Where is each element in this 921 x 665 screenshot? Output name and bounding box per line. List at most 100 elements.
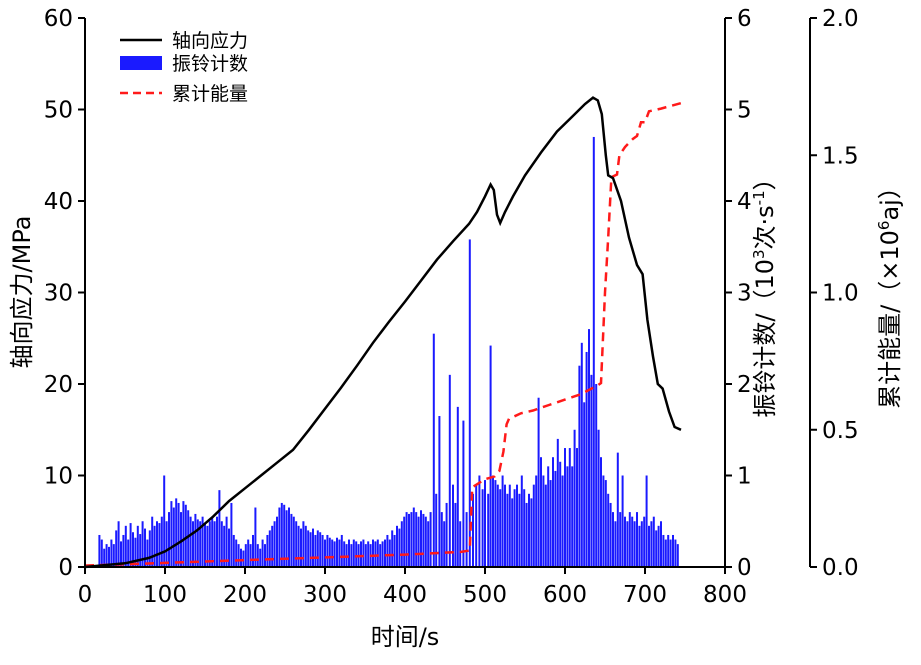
ring-count-bar-104 — [348, 539, 350, 567]
ring-count-bar-63 — [249, 544, 252, 567]
left-tick-label: 60 — [44, 6, 73, 32]
ring-count-bar-196 — [578, 365, 581, 567]
ring-count-bar-99 — [336, 537, 338, 567]
ring-count-bar-5 — [110, 539, 113, 567]
ring-count-bar-187 — [556, 438, 559, 567]
ring-count-bar-163 — [499, 489, 502, 567]
ring-count-bar-203 — [595, 384, 598, 567]
ring-count-bar-199 — [585, 351, 588, 567]
ring-count-bar-96 — [328, 537, 331, 567]
ring-count-bar-234 — [669, 539, 672, 567]
ring-count-bar-61 — [244, 544, 247, 567]
ring-count-bar-105 — [350, 544, 353, 567]
far-right-tick-label: 1.5 — [822, 143, 859, 169]
ring-count-bar-94 — [324, 539, 326, 567]
ring-count-bar-71 — [268, 530, 271, 567]
ring-count-bar-186 — [554, 470, 557, 567]
ring-count-bar-170 — [516, 484, 518, 567]
ring-count-bar-38 — [189, 516, 192, 567]
ring-count-bar-151 — [465, 512, 468, 567]
ring-count-bar-164 — [501, 475, 504, 567]
ring-count-bar-58 — [237, 544, 240, 567]
ring-count-bar-18 — [141, 521, 144, 567]
ring-count-bar-46 — [208, 521, 211, 567]
ring-count-bar-81 — [292, 516, 295, 567]
legend: 轴向应力 振铃计数 累计能量 — [120, 30, 248, 105]
ring-count-bar-115 — [374, 541, 377, 567]
ring-count-bar-109 — [360, 541, 362, 567]
ring-count-bar-177 — [532, 484, 535, 567]
ring-count-bar-12 — [127, 539, 130, 567]
ring-count-bar-157 — [484, 480, 486, 567]
ring-count-bar-182 — [544, 484, 547, 567]
ring-count-bar-215 — [624, 516, 626, 567]
ring-count-bar-146 — [452, 484, 454, 567]
ring-count-bar-92 — [319, 532, 322, 567]
x-tick-label: 200 — [223, 582, 267, 608]
far-right-axis-title: 累计能量/（×106aj） — [875, 175, 904, 409]
ring-count-bar-143 — [443, 521, 446, 567]
ring-count-bar-83 — [297, 525, 300, 567]
ring-count-bar-153 — [472, 493, 474, 567]
ring-count-bar-223 — [643, 516, 646, 567]
legend-stress-label: 轴向应力 — [172, 30, 248, 52]
ring-count-bar-147 — [454, 502, 457, 567]
right-tick-label: 6 — [737, 6, 752, 32]
ring-count-bar-41 — [196, 519, 199, 567]
ring-count-bar-160 — [492, 475, 494, 567]
left-tick-label: 0 — [58, 555, 73, 581]
ring-count-bar-45 — [206, 525, 209, 567]
ring-count-bar-217 — [628, 512, 631, 567]
far-right-tick-label: 1.0 — [822, 281, 859, 307]
ring-count-bar-145 — [448, 374, 451, 567]
legend-ring-swatch — [120, 56, 162, 70]
ring-count-bar-64 — [252, 534, 254, 567]
ring-count-bar-33 — [177, 502, 180, 567]
ring-count-bar-9 — [120, 541, 122, 567]
ring-count-bar-158 — [487, 493, 490, 567]
ring-count-bar-10 — [122, 534, 125, 567]
ring-count-bar-235 — [672, 534, 674, 567]
left-axis-title: 轴向应力/MPa — [8, 216, 36, 369]
ring-count-bar-123 — [393, 534, 396, 567]
ring-count-bar-36 — [184, 504, 187, 567]
ring-count-bar-60 — [242, 550, 245, 567]
ring-count-bar-42 — [199, 521, 202, 567]
ring-count-bar-237 — [676, 544, 679, 567]
ring-count-bar-43 — [201, 516, 204, 567]
ring-count-bar-144 — [445, 502, 448, 567]
ring-count-bar-57 — [235, 539, 238, 567]
ring-count-bar-169 — [513, 489, 516, 567]
ring-count-bar-98 — [333, 541, 336, 567]
ring-count-bar-122 — [391, 530, 394, 567]
ring-count-bar-210 — [612, 512, 614, 567]
ring-count-bar-75 — [278, 507, 281, 567]
ring-count-bar-229 — [657, 525, 660, 567]
ring-count-bar-35 — [182, 501, 185, 567]
ring-count-bar-206 — [602, 475, 605, 567]
ring-count-bar-141 — [438, 416, 441, 567]
ring-count-bar-138 — [429, 512, 432, 567]
ring-count-bar-133 — [417, 516, 420, 567]
ring-count-bar-128 — [405, 512, 408, 567]
ring-count-bar-148 — [456, 406, 459, 567]
ring-count-bar-62 — [247, 539, 250, 567]
ring-count-bar-192 — [568, 448, 571, 567]
ring-count-bar-20 — [146, 539, 149, 567]
ring-count-bar-212 — [616, 452, 619, 567]
right-axis-ticks: 0 1 2 3 4 5 6 — [725, 6, 752, 581]
ring-count-bar-233 — [667, 534, 670, 567]
ring-count-bar-126 — [400, 521, 403, 567]
ring-count-bar-166 — [506, 493, 509, 567]
ring-count-bar-194 — [573, 429, 576, 567]
ring-count-bar-7 — [115, 530, 118, 567]
ring-count-bar-120 — [386, 534, 389, 567]
ring-count-bar-171 — [518, 493, 521, 567]
ring-count-bar-67 — [259, 548, 262, 567]
ring-count-bar-2 — [103, 548, 106, 567]
ring-count-bar-190 — [564, 448, 566, 567]
ring-count-bar-77 — [283, 504, 286, 567]
ring-count-bar-29 — [168, 512, 170, 567]
ring-count-bar-181 — [542, 475, 545, 567]
ring-count-bar-156 — [481, 489, 484, 567]
